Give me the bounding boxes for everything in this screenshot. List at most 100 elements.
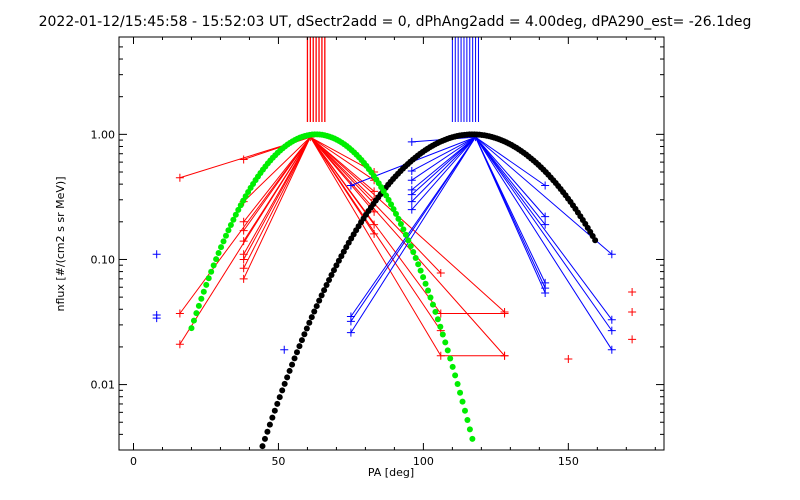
black-fit-dot xyxy=(328,272,335,279)
red-series-line xyxy=(309,136,505,357)
green-fit-dot xyxy=(240,197,247,204)
marks-layer xyxy=(152,133,637,364)
green-fit-dot xyxy=(215,250,222,257)
blue-data-point xyxy=(541,181,550,190)
green-fit-dot xyxy=(225,227,232,234)
green-fit-dot xyxy=(390,206,397,213)
blue-data-point xyxy=(407,137,416,146)
green-fit-dot xyxy=(385,196,392,203)
green-fit-dot xyxy=(461,407,468,414)
red-data-point xyxy=(239,264,248,273)
green-fit-dot xyxy=(447,355,454,362)
red-data-point xyxy=(564,355,573,364)
green-fit-dot xyxy=(442,339,449,346)
x-tick-label: 0 xyxy=(130,455,137,468)
blue-data-point xyxy=(346,317,355,326)
blue-data-point xyxy=(407,176,416,185)
blue-series-line xyxy=(411,136,476,172)
green-fit-dot xyxy=(449,363,456,370)
red-data-point xyxy=(239,237,248,246)
green-fit-dot xyxy=(210,262,217,269)
black-fit-dot xyxy=(316,297,323,304)
y-tick-label: 0.10 xyxy=(91,253,116,266)
green-fit-dot xyxy=(402,231,409,238)
green-fit-dot xyxy=(457,389,464,396)
green-fit-dot xyxy=(444,347,451,354)
black-fit-dot xyxy=(266,421,273,428)
black-fit-dot xyxy=(281,380,288,387)
black-fit-dot xyxy=(318,292,325,299)
y-tick-label: 0.01 xyxy=(91,379,116,392)
black-fit-dot xyxy=(271,407,278,414)
red-data-point xyxy=(628,335,637,344)
black-fit-dot xyxy=(276,394,283,401)
red-data-point xyxy=(436,309,445,318)
black-fit-dot xyxy=(298,337,305,344)
black-fit-dot xyxy=(330,267,337,274)
blue-data-point xyxy=(407,197,416,206)
blue-series-line xyxy=(475,136,546,186)
fit-layer xyxy=(188,131,599,450)
blue-data-point xyxy=(607,345,616,354)
red-data-point xyxy=(436,351,445,360)
black-fit-dot xyxy=(279,387,286,394)
blue-data-point xyxy=(152,250,161,259)
green-fit-dot xyxy=(452,372,459,379)
blue-series-line xyxy=(475,136,546,217)
red-data-point xyxy=(175,340,184,349)
green-fit-dot xyxy=(439,331,446,338)
green-fit-dot xyxy=(235,206,242,213)
x-tick-label: 150 xyxy=(558,455,579,468)
green-fit-dot xyxy=(415,261,422,268)
black-fit-dot xyxy=(335,257,342,264)
blue-data-point xyxy=(346,328,355,337)
red-data-point xyxy=(500,309,509,318)
y-tick-label: 1.00 xyxy=(91,128,116,141)
black-fit-dot xyxy=(323,282,330,289)
red-data-point xyxy=(239,217,248,226)
black-fit-dot xyxy=(308,314,315,321)
green-fit-dot xyxy=(203,281,210,288)
blue-series-line xyxy=(475,136,546,225)
blue-data-point xyxy=(152,314,161,323)
green-fit-dot xyxy=(213,256,220,263)
blue-data-point xyxy=(607,326,616,335)
red-series-line xyxy=(243,136,311,202)
blue-series-line xyxy=(411,136,476,211)
green-fit-dot xyxy=(195,302,202,309)
black-fit-dot xyxy=(313,303,320,310)
black-fit-dot xyxy=(311,308,318,315)
red-data-point xyxy=(239,274,248,283)
red-data-point xyxy=(370,187,379,196)
red-data-point xyxy=(239,255,248,264)
blue-series-line xyxy=(411,136,476,195)
green-fit-dot xyxy=(193,310,200,317)
green-fit-dot xyxy=(469,435,476,442)
green-fit-dot xyxy=(410,248,417,255)
black-fit-dot xyxy=(303,325,310,332)
y-axis-label: nflux [#/(cm2 s sr MeV)] xyxy=(54,177,67,312)
x-tick-label: 50 xyxy=(271,455,285,468)
green-fit-dot xyxy=(454,380,461,387)
green-fit-dot xyxy=(412,255,419,262)
black-fit-dot xyxy=(592,237,599,244)
green-fit-dot xyxy=(466,426,473,433)
green-fit-dot xyxy=(400,226,407,233)
red-series-line xyxy=(310,136,375,181)
red-data-point xyxy=(370,229,379,238)
green-fit-dot xyxy=(383,192,390,199)
green-fit-dot xyxy=(429,301,436,308)
black-fit-dot xyxy=(286,367,293,374)
green-fit-dot xyxy=(420,274,427,281)
black-fit-dot xyxy=(259,443,266,450)
green-fit-dot xyxy=(218,244,225,251)
red-series-line xyxy=(243,136,311,280)
red-data-point xyxy=(370,220,379,229)
blue-series-line xyxy=(411,136,476,202)
green-fit-dot xyxy=(427,294,434,301)
black-fit-dot xyxy=(321,287,328,294)
chart-title: 2022-01-12/15:45:58 - 15:52:03 UT, dSect… xyxy=(39,14,752,30)
red-series-line xyxy=(309,136,442,357)
blue-series-line xyxy=(350,136,476,333)
